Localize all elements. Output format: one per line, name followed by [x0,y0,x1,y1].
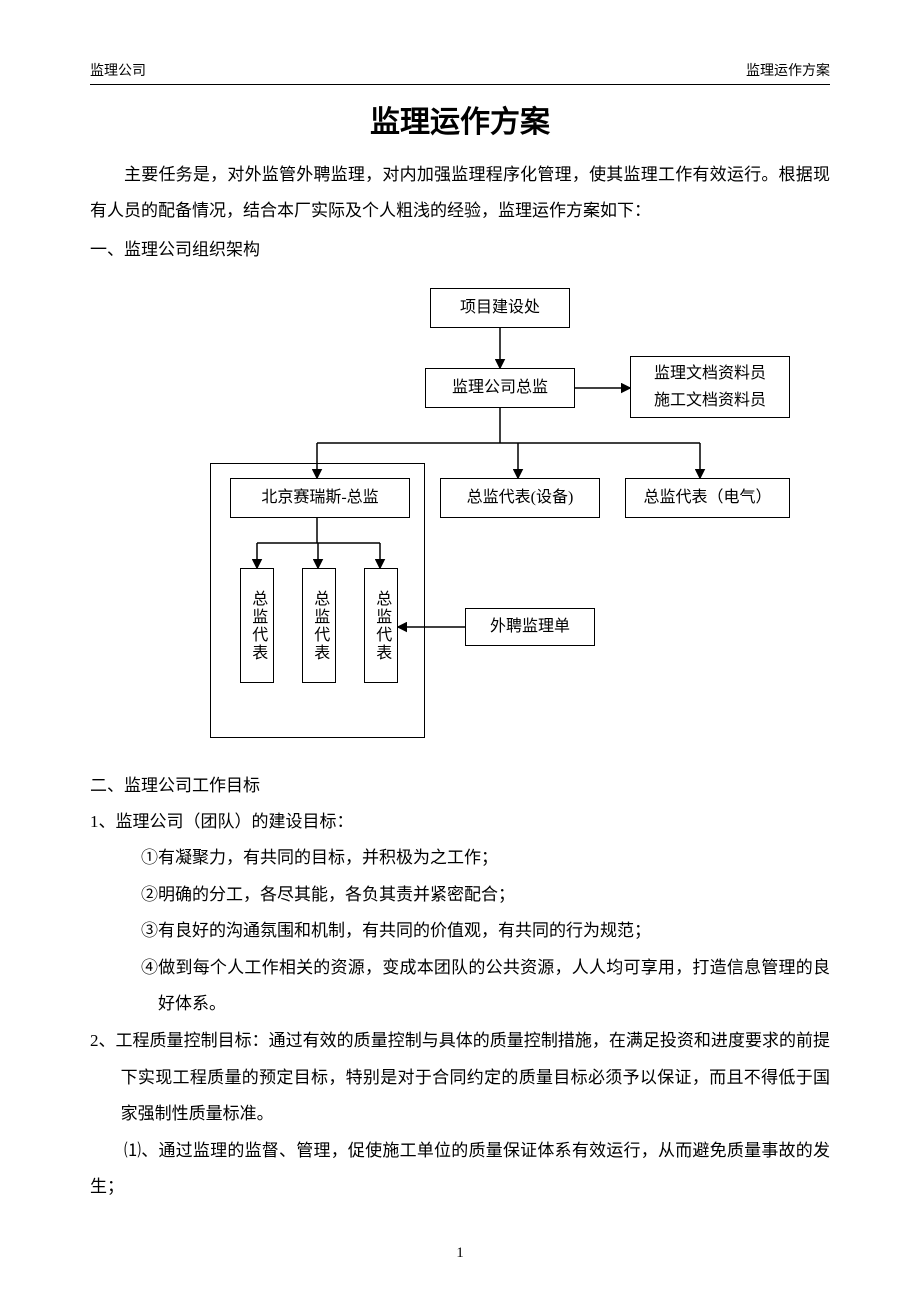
flow-node-n6: 总监代表（电气） [625,478,790,518]
section-1-heading: 一、监理公司组织架构 [90,232,830,268]
flow-node-n9: 总监代表 [364,568,398,683]
header-left: 监理公司 [90,60,146,80]
flow-node-n2: 监理公司总监 [425,368,575,408]
goal-2-sub: ⑴、通过监理的监督、管理，促使施工单位的质量保证体系有效运行，从而避免质量事故的… [90,1133,830,1206]
goal-1-items: ①有凝聚力，有共同的目标，并积极为之工作；②明确的分工，各尽其能，各负其责并紧密… [90,840,830,1023]
intro-paragraph: 主要任务是，对外监管外聘监理，对内加强监理程序化管理，使其监理工作有效运行。根据… [90,157,830,228]
flow-node-n1: 项目建设处 [430,288,570,328]
page-header: 监理公司 监理运作方案 [90,60,830,85]
goal-1-item: ②明确的分工，各尽其能，各负其责并紧密配合； [90,877,830,914]
page-number: 1 [0,1245,920,1262]
goal-1: 1、监理公司（团队）的建设目标： [90,804,830,841]
goal-1-item: ①有凝聚力，有共同的目标，并积极为之工作； [90,840,830,877]
document-page: 监理公司 监理运作方案 监理运作方案 主要任务是，对外监管外聘监理，对内加强监理… [0,0,920,1302]
flow-node-n5: 总监代表(设备) [440,478,600,518]
body-section: 二、监理公司工作目标 1、监理公司（团队）的建设目标： ①有凝聚力，有共同的目标… [90,768,830,1206]
page-title: 监理运作方案 [90,97,830,141]
flow-node-n8: 总监代表 [302,568,336,683]
flow-node-n3: 监理文档资料员施工文档资料员 [630,356,790,418]
goal-1-item: ④做到每个人工作相关的资源，变成本团队的公共资源，人人均可享用，打造信息管理的良… [90,950,830,1023]
flow-node-n10: 外聘监理单 [465,608,595,646]
goal-2: 2、工程质量控制目标：通过有效的质量控制与具体的质量控制措施，在满足投资和进度要… [90,1023,830,1133]
goal-1-item: ③有良好的沟通氛围和机制，有共同的价值观，有共同的行为规范； [90,913,830,950]
flow-node-n7: 总监代表 [240,568,274,683]
org-flowchart: 项目建设处监理公司总监监理文档资料员施工文档资料员北京赛瑞斯-总监总监代表(设备… [130,288,790,748]
section-2-heading: 二、监理公司工作目标 [90,768,830,804]
header-right: 监理运作方案 [746,60,830,80]
